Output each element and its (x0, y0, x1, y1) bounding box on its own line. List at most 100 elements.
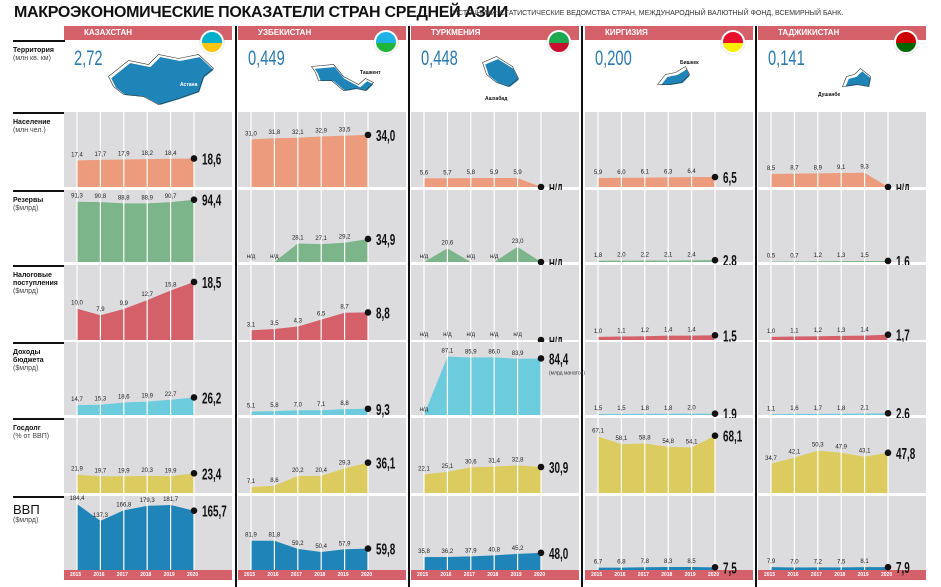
area-series (598, 413, 715, 415)
data-label: 42,1 (789, 450, 801, 456)
area-series (771, 172, 888, 187)
data-label: 7,1 (247, 479, 256, 485)
data-label: 27,1 (315, 236, 327, 242)
flag-icon (721, 30, 745, 54)
data-label: 29,2 (339, 235, 351, 241)
data-label: 67,1 (592, 429, 604, 435)
data-label: 6,3 (664, 169, 673, 175)
final-point (711, 410, 719, 418)
flag-icon (547, 30, 571, 54)
country-map (656, 66, 693, 87)
data-label: 81,8 (269, 533, 281, 539)
row-label-unit: (% от ВВП) (13, 433, 50, 440)
data-label: 59,2 (292, 541, 304, 547)
map-shape (311, 64, 377, 94)
chart-gdp: 6,7 6,8 7,8 8,3 8,5 7,5 (585, 496, 753, 577)
data-label: 2,0 (617, 253, 626, 259)
data-label: 7,9 (767, 559, 776, 565)
data-label: 8,9 (814, 165, 823, 171)
final-point (190, 507, 198, 514)
area-series (77, 281, 194, 340)
chart-tax: 1,0 1,1 1,2 1,4 1,4 1,5 (585, 265, 753, 345)
data-label: 32,9 (315, 129, 327, 135)
data-label: 6,7 (594, 560, 603, 566)
year-axis: 2015 2016 2017 2018 2019 2020 (585, 570, 753, 580)
year-tick-label: 2016 (787, 572, 799, 578)
final-point (364, 309, 372, 316)
final-value-label: 7,9 (896, 559, 910, 577)
chart-reserves: н/д20,6н/д н/д23,0Н/Д (411, 190, 579, 272)
final-point (537, 463, 545, 471)
data-label: 29,3 (339, 460, 351, 466)
column-divider (235, 26, 237, 587)
panel-background (585, 112, 753, 187)
area-series (598, 177, 715, 187)
data-label: 1,8 (594, 253, 603, 259)
map-outline (656, 66, 690, 85)
data-label: 3,1 (247, 322, 256, 328)
data-label: 14,7 (71, 397, 83, 403)
data-label: 6,1 (641, 170, 650, 176)
data-label: 88,8 (118, 195, 130, 201)
area-series (251, 312, 368, 340)
territory-unit: (млн кв. км) (13, 55, 51, 62)
data-label: 28,1 (292, 235, 304, 241)
data-label: 90,8 (95, 194, 107, 200)
data-label: 181,7 (163, 497, 179, 503)
capital-label: Душанбе (818, 92, 841, 98)
row-label-name: Госдолг (13, 425, 41, 432)
year-tick-label: 2016 (614, 572, 626, 578)
year-tick-label: 2015 (244, 572, 256, 578)
data-label: 1,2 (814, 328, 823, 334)
country-header: КАЗАХСТАН (64, 26, 232, 40)
data-label: 1,6 (790, 406, 799, 412)
data-label: 8,1 (860, 559, 869, 565)
data-label: н/д (247, 254, 256, 260)
data-label: 184,4 (69, 496, 85, 502)
map-outline (482, 56, 519, 87)
data-label: 5,6 (420, 170, 429, 176)
data-label: 6,5 (317, 312, 326, 318)
territory-value: 0,141 (768, 47, 805, 70)
panel-background (238, 342, 406, 415)
area-series (771, 413, 888, 415)
chart-population: 5,6 5,7 5,8 5,9 5,9Н/Д (411, 112, 579, 197)
data-label: 1,7 (814, 406, 823, 412)
data-label: 8,5 (767, 166, 776, 172)
map-outline (310, 64, 375, 91)
data-label: н/д (467, 332, 476, 338)
data-label: 54,8 (662, 439, 674, 445)
final-value-label: 84,4 (549, 350, 569, 368)
data-label: 137,3 (93, 513, 109, 519)
row-label-unit: ($млрд) (13, 205, 39, 212)
data-label: 8,7 (340, 305, 349, 311)
chart-budget: 14,7 15,3 18,6 19,9 22,7 26,2 (64, 342, 232, 415)
data-label: 2,2 (641, 253, 650, 259)
final-point (364, 405, 372, 413)
area-series (77, 158, 194, 187)
data-label: 1,8 (664, 406, 673, 412)
area-series (77, 199, 194, 262)
map-shape (656, 66, 693, 87)
data-label: 1,3 (837, 328, 846, 334)
capital-label: Бишкек (680, 60, 699, 66)
row-label-unit: ($млрд) (13, 517, 39, 524)
data-label: 88,9 (141, 195, 153, 201)
final-point (364, 459, 372, 466)
data-label: 23,0 (512, 239, 524, 245)
data-label: 19,9 (165, 468, 177, 474)
chart-reserves: 1,8 2,0 2,2 2,1 2,4 2,8 (585, 190, 753, 270)
data-label: 9,9 (120, 301, 129, 307)
area-series (77, 504, 194, 570)
data-label: 5,1 (247, 404, 256, 410)
territory-value: 0,448 (421, 47, 458, 70)
final-point (884, 331, 892, 338)
final-point (190, 394, 198, 401)
panel-background (758, 265, 926, 340)
final-value-label: 47,8 (896, 444, 915, 462)
data-label: 5,8 (270, 403, 279, 409)
year-tick-label: 2015 (591, 572, 603, 578)
final-point (537, 549, 545, 557)
data-label: 8,3 (664, 559, 673, 565)
data-label: 7,9 (96, 307, 105, 313)
